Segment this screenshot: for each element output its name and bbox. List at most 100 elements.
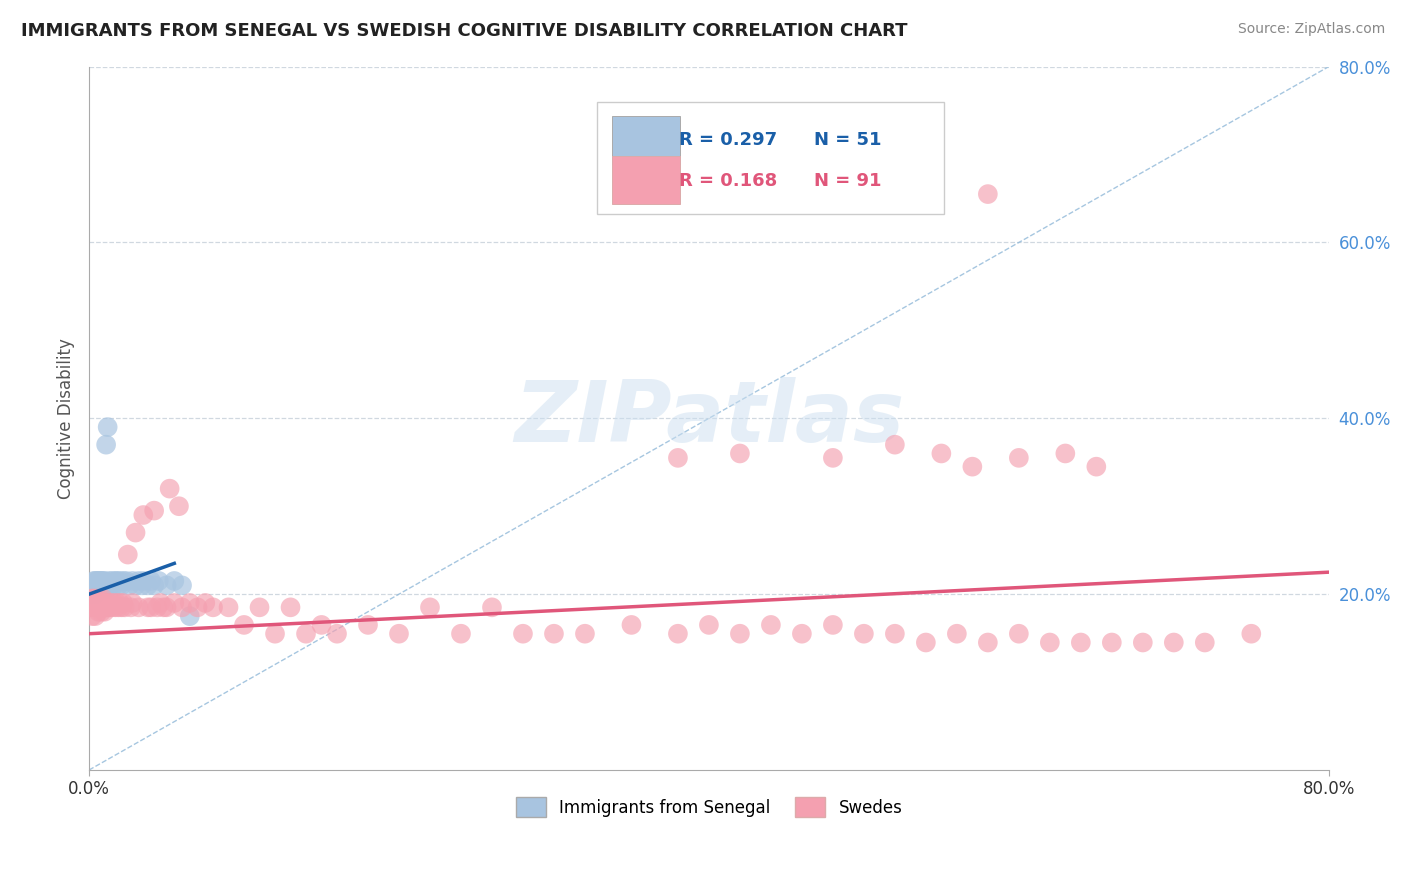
Point (93, 596, 115, 610)
Point (1163, 635, 1185, 649)
Point (112, 596, 135, 610)
Point (167, 500, 190, 514)
Point (139, 574, 162, 588)
Point (91, 600, 114, 615)
Point (89, 591, 111, 606)
Text: R = 0.297: R = 0.297 (679, 131, 778, 149)
Point (94, 600, 117, 615)
Point (159, 482, 181, 496)
Point (357, 618, 380, 632)
Point (91, 578, 114, 592)
Point (124, 525, 146, 540)
Text: N = 91: N = 91 (814, 172, 882, 190)
Point (87, 582, 110, 597)
Point (218, 600, 240, 615)
Point (194, 596, 217, 610)
Point (86, 582, 108, 597)
Point (87, 605, 110, 619)
Point (89, 582, 111, 597)
Point (233, 618, 256, 632)
Point (105, 574, 128, 588)
Point (93, 605, 115, 619)
Point (136, 578, 159, 592)
Point (821, 450, 844, 465)
Point (93, 574, 115, 588)
Point (83, 600, 105, 615)
Point (84, 574, 107, 588)
Point (728, 626, 751, 640)
Point (728, 446, 751, 460)
Point (84, 596, 107, 610)
Point (821, 618, 844, 632)
Point (697, 618, 720, 632)
Point (100, 596, 122, 610)
Point (86, 591, 108, 606)
Point (419, 600, 441, 615)
Point (90, 596, 112, 610)
Point (179, 609, 201, 624)
Point (101, 600, 124, 615)
Point (97, 420, 120, 434)
Text: R = 0.168: R = 0.168 (679, 172, 778, 190)
Point (100, 578, 122, 592)
Point (108, 596, 131, 610)
Point (170, 578, 193, 592)
Point (1039, 635, 1062, 649)
Point (89, 574, 111, 588)
Point (91, 574, 114, 588)
Point (148, 574, 170, 588)
Point (108, 574, 131, 588)
Point (512, 626, 534, 640)
Point (962, 459, 984, 474)
Point (89, 578, 111, 592)
Point (481, 600, 503, 615)
Point (143, 578, 166, 592)
Point (98, 574, 121, 588)
Point (104, 600, 127, 615)
Point (94, 438, 117, 452)
Point (146, 600, 169, 615)
Point (90, 574, 112, 588)
Point (98, 600, 121, 615)
Point (152, 600, 174, 615)
Point (82, 578, 104, 592)
Point (163, 574, 186, 588)
Point (187, 600, 209, 615)
Text: IMMIGRANTS FROM SENEGAL VS SWEDISH COGNITIVE DISABILITY CORRELATION CHART: IMMIGRANTS FROM SENEGAL VS SWEDISH COGNI… (21, 22, 908, 40)
Point (1008, 450, 1031, 465)
Point (84, 587, 107, 601)
Point (1240, 626, 1263, 640)
Point (666, 450, 689, 465)
Point (86, 578, 108, 592)
Point (132, 574, 155, 588)
Point (249, 600, 271, 615)
Point (1085, 459, 1108, 474)
Legend: Immigrants from Senegal, Swedes: Immigrants from Senegal, Swedes (508, 789, 911, 825)
Point (311, 618, 333, 632)
Point (931, 446, 953, 460)
Point (83, 578, 105, 592)
Point (112, 574, 135, 588)
Point (82, 591, 104, 606)
Point (179, 596, 201, 610)
Point (852, 626, 875, 640)
Point (543, 626, 565, 640)
Point (977, 635, 1000, 649)
Text: N = 51: N = 51 (814, 131, 882, 149)
FancyBboxPatch shape (612, 116, 681, 163)
Point (132, 508, 155, 522)
Point (83, 574, 105, 588)
Point (388, 626, 411, 640)
Point (79, 582, 101, 597)
FancyBboxPatch shape (598, 102, 945, 214)
Point (83, 591, 105, 606)
Point (87, 596, 110, 610)
Point (82, 609, 104, 624)
Point (121, 574, 143, 588)
Point (84, 582, 107, 597)
Point (264, 626, 287, 640)
Point (1008, 626, 1031, 640)
Point (115, 574, 138, 588)
Point (86, 574, 108, 588)
Point (83, 582, 105, 597)
